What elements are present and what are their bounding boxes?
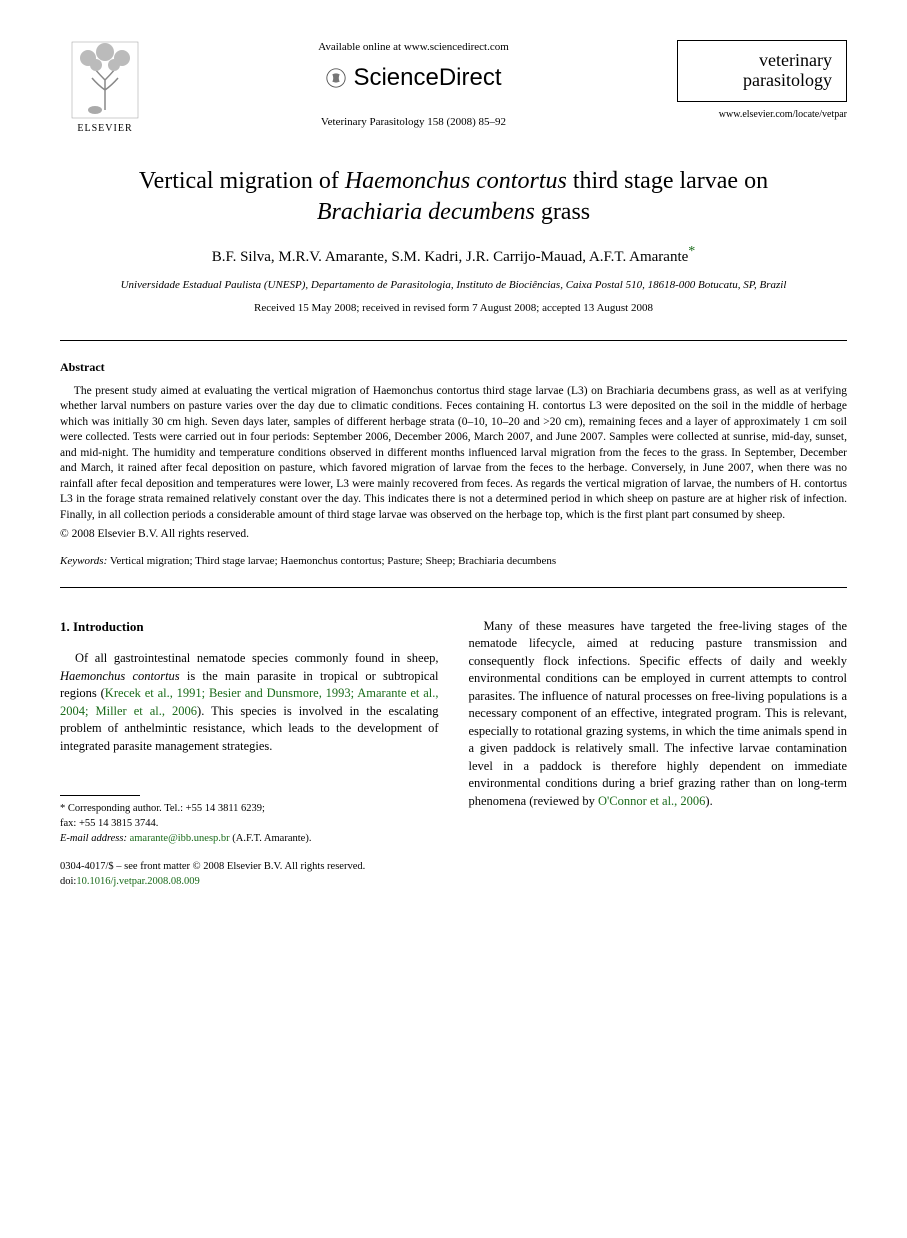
header-bar: ELSEVIER Available online at www.science… xyxy=(60,40,847,136)
article-title: Vertical migration of Haemonchus contort… xyxy=(100,166,807,228)
footnote-email-line: E-mail address: amarante@ibb.unesp.br (A… xyxy=(60,832,439,847)
journal-box-wrap: veterinary parasitology www.elsevier.com… xyxy=(677,40,847,122)
p2-text-b: ). xyxy=(705,794,712,808)
footnote-tel: * Corresponding author. Tel.: +55 14 381… xyxy=(60,802,439,817)
publisher-name: ELSEVIER xyxy=(77,122,132,136)
email-attr: (A.F.T. Amarante). xyxy=(230,833,312,844)
email-link[interactable]: amarante@ibb.unesp.br xyxy=(130,833,230,844)
doi-label: doi: xyxy=(60,876,76,887)
intro-para-2: Many of these measures have targeted the… xyxy=(469,618,848,811)
doi-link[interactable]: 10.1016/j.vetpar.2008.08.009 xyxy=(76,876,199,887)
corresponding-asterisk[interactable]: * xyxy=(688,244,695,259)
journal-reference: Veterinary Parasitology 158 (2008) 85–92 xyxy=(170,115,657,130)
p1-italic: Haemonchus contortus xyxy=(60,669,180,683)
keywords-line: Keywords: Vertical migration; Third stag… xyxy=(60,554,847,569)
abstract-text: The present study aimed at evaluating th… xyxy=(60,384,847,524)
intro-para-1: Of all gastrointestinal nematode species… xyxy=(60,650,439,755)
title-text-3: grass xyxy=(535,199,590,225)
authors-line: B.F. Silva, M.R.V. Amarante, S.M. Kadri,… xyxy=(60,242,847,268)
header-center: Available online at www.sciencedirect.co… xyxy=(150,40,677,130)
journal-url: www.elsevier.com/locate/vetpar xyxy=(677,108,847,122)
title-italic-2: Brachiaria decumbens xyxy=(317,199,535,225)
title-text-1: Vertical migration of xyxy=(139,168,345,194)
title-italic-1: Haemonchus contortus xyxy=(345,168,567,194)
sciencedirect-icon xyxy=(325,67,347,89)
article-dates: Received 15 May 2008; received in revise… xyxy=(60,301,847,316)
abstract-section: Abstract The present study aimed at eval… xyxy=(60,359,847,569)
publisher-block: ELSEVIER xyxy=(60,40,150,136)
email-label: E-mail address: xyxy=(60,833,127,844)
corresponding-footnote: * Corresponding author. Tel.: +55 14 381… xyxy=(60,802,439,846)
available-online-text: Available online at www.sciencedirect.co… xyxy=(170,40,657,55)
elsevier-tree-logo xyxy=(70,40,140,120)
footnote-fax: fax: +55 14 3815 3744. xyxy=(60,817,439,832)
authors-text: B.F. Silva, M.R.V. Amarante, S.M. Kadri,… xyxy=(212,249,689,265)
p1-text-a: Of all gastrointestinal nematode species… xyxy=(75,651,439,665)
title-text-2: third stage larvae on xyxy=(567,168,768,194)
bottom-info: 0304-4017/$ – see front matter © 2008 El… xyxy=(60,860,439,889)
issn-line: 0304-4017/$ – see front matter © 2008 El… xyxy=(60,860,439,875)
p2-text-a: Many of these measures have targeted the… xyxy=(469,619,848,808)
affiliation: Universidade Estadual Paulista (UNESP), … xyxy=(120,278,787,292)
doi-line: doi:10.1016/j.vetpar.2008.08.009 xyxy=(60,875,439,890)
sciencedirect-brand: ScienceDirect xyxy=(170,61,657,95)
section-heading-intro: 1. Introduction xyxy=(60,618,439,636)
rule-bottom xyxy=(60,587,847,588)
journal-title-box: veterinary parasitology xyxy=(677,40,847,102)
footnote-separator xyxy=(60,795,140,796)
abstract-copyright: © 2008 Elsevier B.V. All rights reserved… xyxy=(60,526,847,542)
keywords-label: Keywords: xyxy=(60,555,107,567)
abstract-label: Abstract xyxy=(60,359,847,376)
citation-link-2[interactable]: O'Connor et al., 2006 xyxy=(598,794,705,808)
sciencedirect-label: ScienceDirect xyxy=(353,61,501,95)
keywords-text: Vertical migration; Third stage larvae; … xyxy=(110,555,556,567)
journal-box-line1: veterinary xyxy=(692,51,832,71)
body-columns: 1. Introduction Of all gastrointestinal … xyxy=(60,618,847,890)
rule-top xyxy=(60,340,847,341)
column-left: 1. Introduction Of all gastrointestinal … xyxy=(60,618,439,890)
journal-box-line2: parasitology xyxy=(692,71,832,91)
column-right: Many of these measures have targeted the… xyxy=(469,618,848,890)
